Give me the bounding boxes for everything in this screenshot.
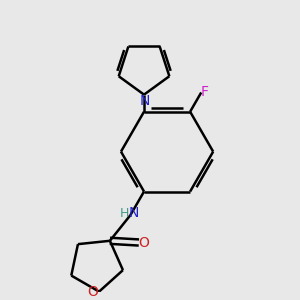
Text: N: N — [140, 94, 150, 108]
Text: H: H — [119, 207, 129, 220]
Text: O: O — [87, 285, 98, 298]
Text: F: F — [201, 85, 208, 100]
Text: O: O — [139, 236, 149, 250]
Text: N: N — [129, 206, 139, 220]
